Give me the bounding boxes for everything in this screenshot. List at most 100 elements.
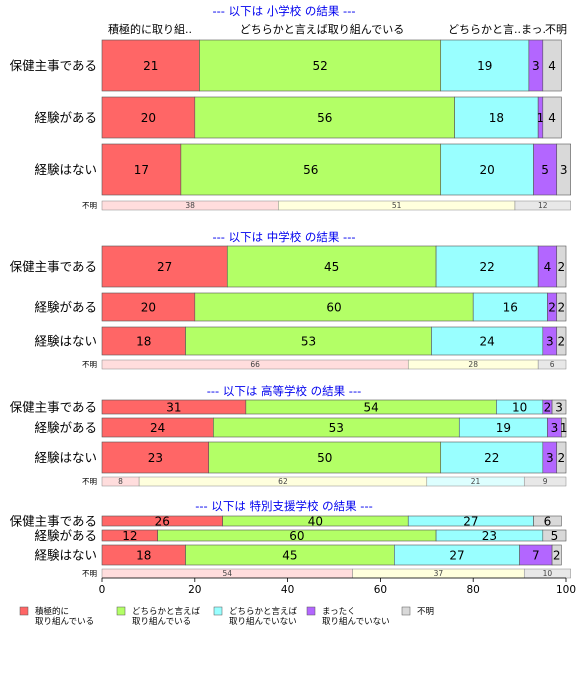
bar-segment: [472, 292, 548, 322]
row-label: 保健主事である: [10, 514, 97, 529]
row-label: 経験がある: [34, 300, 97, 315]
bar-row: 経験はない 18 45 27 7 2: [34, 544, 562, 566]
bar-value-label: 22: [484, 451, 499, 465]
bar-segment: [551, 399, 567, 415]
x-tick-label: 40: [281, 584, 294, 596]
x-tick-label: 0: [99, 584, 106, 596]
bar-segment: [101, 292, 196, 322]
x-axis: 0 20 40 60 80 100: [99, 577, 576, 596]
legend-label: まったく: [322, 607, 356, 617]
bar-value-label: 19: [477, 59, 492, 73]
bar-segment: [556, 143, 571, 196]
legend-label: 取り組んでいる: [132, 616, 191, 627]
bar-value-label: 2: [544, 401, 552, 415]
bar-row: 経験がある 12 60 23 5: [34, 528, 567, 543]
bar-value-label: 2: [558, 301, 566, 315]
legend-label: どちらかと言えば: [132, 606, 201, 617]
bar-value-label: 10: [512, 401, 527, 415]
bar-value-label: 12: [122, 529, 137, 543]
bar-row: 保健主事である 31 54 10 2 3: [10, 399, 567, 415]
legend-item: 不明: [401, 606, 434, 617]
row-label: 経験がある: [34, 528, 97, 543]
bar-value-label: 7: [532, 549, 540, 563]
legend-swatch: [401, 606, 411, 616]
legend-label: 取り組んでいない: [229, 616, 297, 627]
legend-label: 不明: [417, 607, 434, 617]
x-tick-label: 80: [467, 584, 480, 596]
panel-title: --- 以下は 中学校 の結果 ---: [212, 230, 355, 244]
unknown-segment: [523, 476, 567, 487]
unknown-value-label: 62: [278, 477, 288, 486]
bar-value-label: 16: [503, 301, 518, 315]
bar-row: 経験はない 23 50 22 3 2: [34, 441, 567, 474]
unknown-value-label: 10: [543, 569, 553, 578]
bar-value-label: 1: [537, 111, 545, 125]
bar-segment: [180, 143, 442, 196]
bar-value-label: 40: [308, 515, 323, 529]
bar-value-label: 26: [155, 515, 170, 529]
bar-row: 保健主事である 27 45 22 4 2: [10, 245, 567, 288]
bar-row: 経験はない 17 56 20 5 3: [34, 143, 571, 196]
bar-segment: [542, 529, 567, 542]
bar-value-label: 20: [141, 301, 156, 315]
bar-value-label: 18: [136, 549, 151, 563]
bar-segment: [561, 417, 567, 438]
bar-value-label: 50: [317, 451, 332, 465]
unknown-row-label: 不明: [82, 569, 97, 578]
bar-segment: [556, 441, 567, 474]
unknown-value-label: 6: [550, 360, 555, 369]
bar-value-label: 2: [553, 549, 561, 563]
bar-segment: [101, 441, 210, 474]
bar-value-label: 17: [134, 163, 149, 177]
row-label: 経験はない: [34, 162, 97, 177]
legend-swatch: [116, 606, 126, 616]
bar-value-label: 53: [329, 421, 344, 435]
unknown-row: 不明 54 37 10: [82, 568, 571, 579]
bar-value-label: 60: [289, 529, 304, 543]
legend-label: どちらかと言えば: [229, 606, 298, 617]
bar-segment: [101, 143, 182, 196]
bar-value-label: 54: [363, 401, 378, 415]
unknown-row: 不明 8 62 21 9: [82, 476, 567, 487]
bar-segment: [440, 441, 544, 474]
bar-segment: [435, 245, 539, 288]
unknown-row-label: 不明: [82, 360, 97, 369]
legend-label: 取り組んでいない: [322, 616, 390, 627]
legend-item: どちらかと言えば取り組んでいる: [116, 606, 201, 627]
bar-value-label: 60: [326, 301, 341, 315]
bar-value-label: 2: [558, 335, 566, 349]
bar-value-label: 27: [449, 549, 464, 563]
bar-segment: [194, 96, 455, 139]
unknown-value-label: 9: [543, 477, 548, 486]
header-label-3: どちらかと言..: [448, 23, 521, 36]
bar-value-label: 20: [141, 111, 156, 125]
x-tick-label: 20: [188, 584, 201, 596]
row-label: 保健主事である: [10, 58, 97, 73]
bar-segment: [542, 96, 562, 139]
bar-value-label: 27: [157, 260, 172, 274]
bar-value-label: 3: [546, 335, 554, 349]
bar-value-label: 56: [317, 111, 332, 125]
unknown-value-label: 12: [538, 201, 548, 210]
bar-value-label: 18: [489, 111, 504, 125]
unknown-value-label: 21: [471, 477, 481, 486]
bar-value-label: 2: [558, 451, 566, 465]
panel-4: --- 以下は 特別支援学校 の結果 ---保健主事である 26 40 27 6経験があ…: [10, 499, 571, 579]
bar-value-label: 45: [324, 260, 339, 274]
row-label: 経験がある: [34, 110, 97, 125]
bar-segment: [194, 292, 474, 322]
bar-value-label: 52: [312, 59, 327, 73]
bar-row: 経験はない 18 53 24 3 2: [34, 326, 567, 356]
bar-row: 経験がある 24 53 19 3 1: [34, 417, 568, 438]
bar-value-label: 31: [166, 401, 181, 415]
bar-segment: [101, 245, 228, 288]
header-label-1: 積極的に取り組..: [108, 22, 192, 36]
bar-value-label: 2: [558, 260, 566, 274]
unknown-value-label: 28: [468, 360, 478, 369]
bar-value-label: 6: [544, 515, 552, 529]
bar-value-label: 24: [150, 421, 165, 435]
